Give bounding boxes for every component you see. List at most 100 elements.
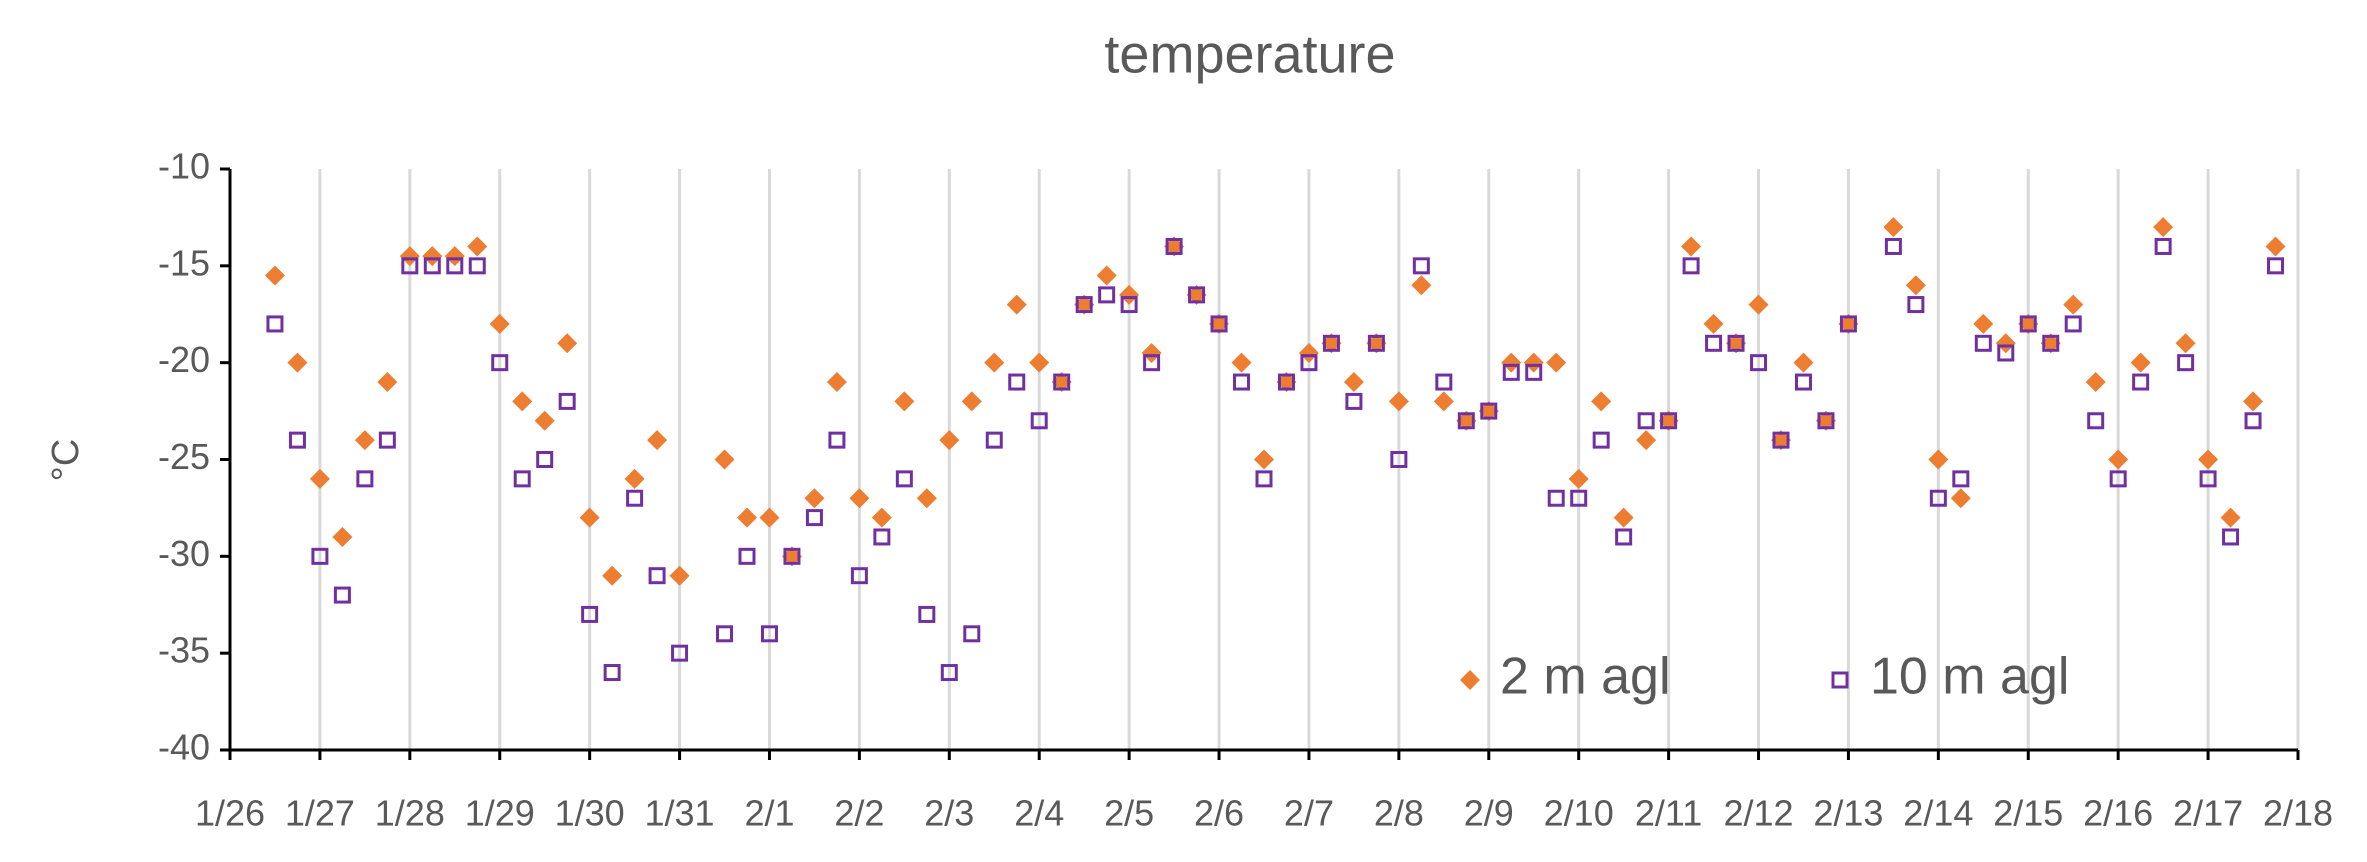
y-tick-label: -15 [158, 242, 210, 283]
point [2109, 470, 2127, 488]
point [1703, 313, 1724, 334]
point [1591, 391, 1612, 412]
y-tick-label: -20 [158, 339, 210, 380]
point [894, 391, 915, 412]
point [1592, 431, 1610, 449]
point [1075, 296, 1093, 314]
point [1681, 236, 1702, 257]
point [783, 547, 801, 565]
x-tick-label: 2/7 [1284, 793, 1334, 834]
point [760, 625, 778, 643]
point [1613, 507, 1634, 528]
point [467, 236, 488, 257]
point [557, 333, 578, 354]
point [624, 468, 645, 489]
point [1928, 449, 1949, 470]
point [423, 257, 441, 275]
x-tick-label: 2/4 [1014, 793, 1064, 834]
point [1997, 344, 2015, 362]
x-tick-label: 2/6 [1194, 793, 1244, 834]
x-tick-label: 2/12 [1723, 793, 1793, 834]
x-tick-label: 2/16 [2083, 793, 2153, 834]
point [647, 430, 668, 451]
point [1502, 363, 1520, 381]
point [1277, 373, 1295, 391]
y-tick-label: -35 [158, 630, 210, 671]
point [536, 451, 554, 468]
point [1457, 412, 1475, 430]
x-tick-label: 2/2 [834, 793, 884, 834]
point [1748, 294, 1769, 315]
point [1433, 391, 1454, 412]
point [356, 470, 374, 488]
point [828, 431, 846, 449]
point [626, 489, 644, 507]
legend-label: 10 m agl [1870, 648, 2069, 706]
point [1231, 352, 1252, 373]
point [1006, 294, 1027, 315]
point [2243, 391, 2264, 412]
point [826, 372, 847, 393]
point [1255, 470, 1273, 488]
point [311, 547, 329, 565]
point [1793, 352, 1814, 373]
point [422, 246, 443, 267]
point [2018, 313, 2039, 334]
point [1973, 313, 1994, 334]
point [1568, 468, 1589, 489]
point [287, 352, 308, 373]
point [759, 507, 780, 528]
point [1615, 528, 1633, 546]
point [963, 625, 981, 643]
point [2019, 315, 2037, 333]
x-tick-label: 2/18 [2263, 793, 2333, 834]
point [1974, 334, 1992, 352]
point [333, 586, 351, 604]
point [716, 625, 734, 643]
point [2244, 412, 2262, 430]
point [2154, 237, 2172, 255]
point [513, 470, 531, 488]
point [1367, 334, 1385, 352]
point [1186, 284, 1207, 305]
point [738, 547, 756, 565]
point [1345, 392, 1363, 410]
point [1658, 410, 1679, 431]
point [1030, 412, 1048, 430]
point [2063, 294, 2084, 315]
x-tick-label: 2/15 [1993, 793, 2063, 834]
point [918, 605, 936, 623]
x-tick-label: 1/26 [195, 793, 265, 834]
point [1501, 352, 1522, 373]
point [1119, 284, 1140, 305]
x-tick-label: 1/31 [645, 793, 715, 834]
point [354, 430, 375, 451]
point [579, 507, 600, 528]
x-tick-label: 1/29 [465, 793, 535, 834]
point [2132, 373, 2150, 391]
point [737, 507, 757, 528]
point [1750, 354, 1768, 372]
point [1120, 296, 1138, 314]
point [266, 315, 284, 333]
point [468, 257, 486, 275]
point [1008, 373, 1026, 391]
point [1682, 257, 1700, 275]
y-axis-title: °C [45, 439, 87, 482]
point [1794, 373, 1812, 391]
point [558, 392, 576, 410]
chart-title: temperature [1104, 24, 1395, 84]
point [1726, 333, 1747, 354]
point [939, 430, 960, 451]
point [2175, 333, 2196, 354]
point [985, 431, 1003, 449]
point [669, 565, 690, 586]
point [1143, 354, 1161, 372]
point [984, 352, 1005, 373]
point [849, 488, 870, 509]
x-tick-label: 2/5 [1104, 793, 1154, 834]
point [1435, 373, 1453, 391]
point [1705, 334, 1723, 352]
y-tick-label: -10 [158, 146, 210, 187]
point [1254, 449, 1274, 470]
